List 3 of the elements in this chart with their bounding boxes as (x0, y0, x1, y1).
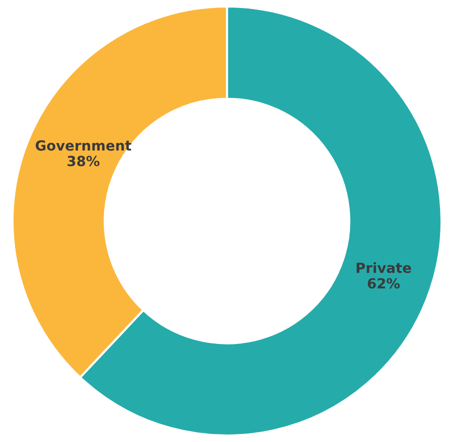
data-label: 38% (68, 156, 100, 166)
data-label: 62% (368, 278, 400, 289)
slice-label: Private (356, 262, 412, 274)
